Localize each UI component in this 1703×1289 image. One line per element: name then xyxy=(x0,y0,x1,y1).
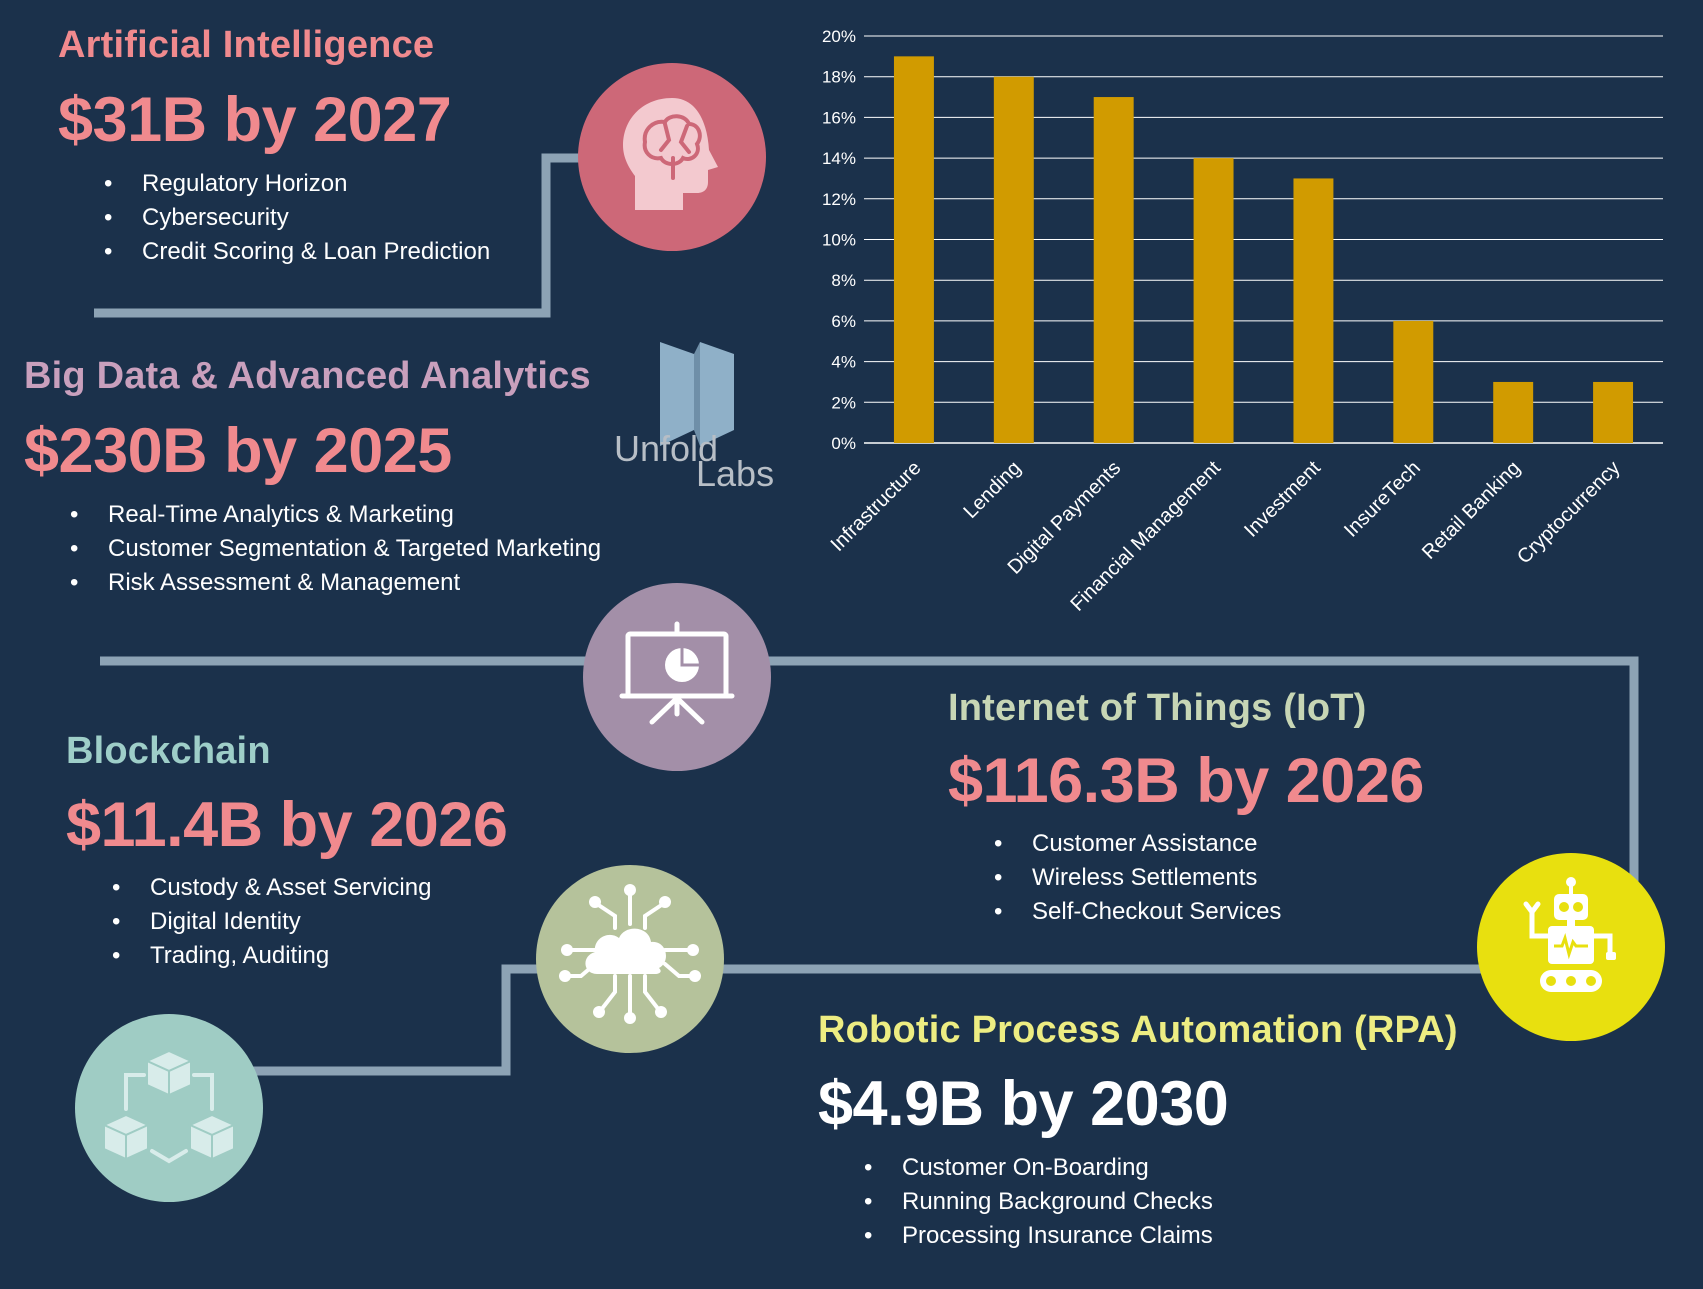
y-tick-label: 10% xyxy=(822,231,856,250)
list-item: Wireless Settlements xyxy=(994,861,1281,895)
list-item: Customer Segmentation & Targeted Marketi… xyxy=(70,532,601,566)
x-category-label: Infrastructure xyxy=(827,457,926,556)
presentation-board-icon xyxy=(619,621,735,725)
bar-investment xyxy=(1293,178,1334,443)
bar-insuretech xyxy=(1393,320,1434,443)
y-tick-label: 2% xyxy=(831,393,856,412)
y-tick-label: 4% xyxy=(831,353,856,372)
y-tick-label: 6% xyxy=(831,312,856,331)
list-item: Self-Checkout Services xyxy=(994,895,1281,929)
rpa-market-value: $4.9B by 2030 xyxy=(818,1069,1229,1139)
bar-infrastructure xyxy=(893,56,934,443)
x-category-label: Lending xyxy=(959,457,1025,523)
y-tick-label: 18% xyxy=(822,68,856,87)
brain-head-icon xyxy=(623,98,718,210)
list-item: Risk Assessment & Management xyxy=(70,566,601,600)
ai-circle xyxy=(578,63,766,251)
list-item: Customer On-Boarding xyxy=(864,1151,1213,1185)
fintech-bar-chart: 0% 2% 4% 6% 8% 10% 12% 14% 16% 18% 20% Infrastruct… xyxy=(822,27,1663,616)
ai-market-value: $31B by 2027 xyxy=(58,85,452,155)
bar-digital-payments xyxy=(1093,97,1134,444)
logo-text-labs: Labs xyxy=(696,453,774,492)
list-item: Processing Insurance Claims xyxy=(864,1219,1213,1253)
logo-text-unfold: Unfold xyxy=(614,428,718,469)
bigdata-bullet-list: Real-Time Analytics & Marketing Customer… xyxy=(70,498,601,600)
robot-icon xyxy=(1523,877,1616,992)
iot-circle xyxy=(536,865,724,1053)
bigdata-market-value: $230B by 2025 xyxy=(24,416,452,486)
list-item: Cybersecurity xyxy=(104,201,490,235)
bigdata-title: Big Data & Advanced Analytics xyxy=(24,355,591,397)
list-item: Regulatory Horizon xyxy=(104,167,490,201)
blockchain-bullet-list: Custody & Asset Servicing Digital Identi… xyxy=(112,871,431,973)
blockchain-circle xyxy=(75,1014,263,1202)
rpa-title: Robotic Process Automation (RPA) xyxy=(818,1009,1458,1051)
bigdata-circle xyxy=(583,583,771,771)
list-item: Digital Identity xyxy=(112,905,431,939)
ai-bullet-list: Regulatory Horizon Cybersecurity Credit … xyxy=(104,167,490,269)
y-tick-label: 8% xyxy=(831,271,856,290)
y-tick-label: 14% xyxy=(822,149,856,168)
bar-retail-banking xyxy=(1493,381,1534,443)
bar-cryptocurrency xyxy=(1593,381,1634,443)
blockchain-market-value: $11.4B by 2026 xyxy=(66,790,508,860)
cloud-network-icon xyxy=(559,884,701,1024)
iot-market-value: $116.3B by 2026 xyxy=(948,746,1424,816)
x-category-label: Cryptocurrency xyxy=(1513,457,1624,568)
list-item: Running Background Checks xyxy=(864,1185,1213,1219)
list-item: Trading, Auditing xyxy=(112,939,431,973)
rpa-bullet-list: Customer On-Boarding Running Background … xyxy=(864,1151,1213,1253)
x-category-label: InsureTech xyxy=(1340,457,1425,542)
bar-financial-management xyxy=(1193,158,1234,443)
bar-lending xyxy=(993,76,1034,443)
y-tick-label: 20% xyxy=(822,27,856,46)
iot-bullet-list: Customer Assistance Wireless Settlements… xyxy=(994,827,1281,929)
y-tick-label: 0% xyxy=(831,434,856,453)
iot-title: Internet of Things (IoT) xyxy=(948,687,1367,729)
ai-title: Artificial Intelligence xyxy=(58,24,435,66)
list-item: Custody & Asset Servicing xyxy=(112,871,431,905)
y-tick-label: 16% xyxy=(822,108,856,127)
unfold-labs-logo: Unfold Labs xyxy=(614,342,774,492)
robot-circle xyxy=(1477,853,1665,1041)
blockchain-title: Blockchain xyxy=(66,730,271,772)
x-category-label: Retail Banking xyxy=(1418,457,1525,564)
y-tick-label: 12% xyxy=(822,190,856,209)
list-item: Credit Scoring & Loan Prediction xyxy=(104,235,490,269)
x-category-label: Investment xyxy=(1240,457,1325,542)
list-item: Customer Assistance xyxy=(994,827,1281,861)
list-item: Real-Time Analytics & Marketing xyxy=(70,498,601,532)
blockchain-cubes-icon xyxy=(101,1049,237,1164)
